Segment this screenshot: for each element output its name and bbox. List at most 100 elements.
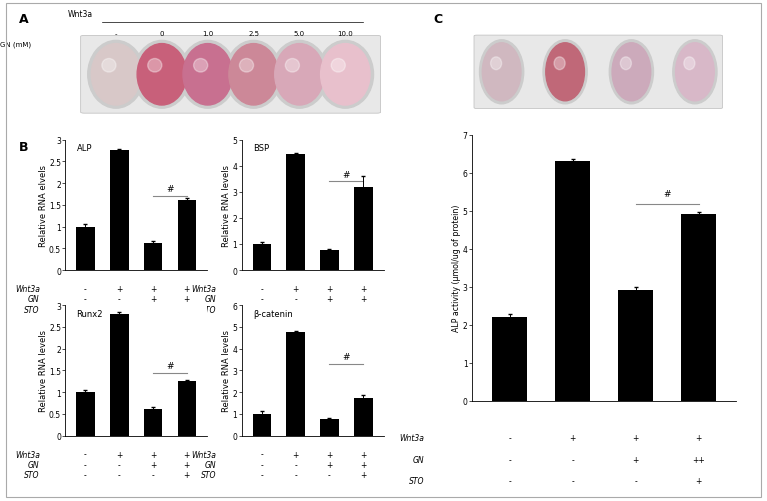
Text: -: - <box>328 470 331 479</box>
Text: -: - <box>118 295 120 304</box>
Bar <box>320 250 339 271</box>
Text: -: - <box>295 460 297 469</box>
Text: -: - <box>508 455 511 464</box>
Bar <box>252 414 272 436</box>
Ellipse shape <box>285 59 299 73</box>
Bar <box>76 392 95 436</box>
Text: 0: 0 <box>160 31 164 37</box>
Text: #: # <box>343 170 350 179</box>
Ellipse shape <box>137 45 186 106</box>
Text: +: + <box>150 460 156 469</box>
Bar <box>177 382 196 436</box>
Text: -: - <box>261 295 263 304</box>
Bar <box>354 187 373 271</box>
Text: STO: STO <box>200 305 216 314</box>
Ellipse shape <box>331 59 345 73</box>
Text: +: + <box>183 470 190 479</box>
Text: GN: GN <box>28 295 40 304</box>
Text: ALP: ALP <box>77 144 92 153</box>
Bar <box>555 162 590 401</box>
Text: #: # <box>343 353 350 362</box>
Ellipse shape <box>543 41 588 105</box>
Bar <box>286 155 305 271</box>
Text: +: + <box>183 460 190 469</box>
Ellipse shape <box>612 44 650 102</box>
Text: +: + <box>632 433 639 442</box>
Text: +: + <box>360 284 367 293</box>
Text: STO: STO <box>409 476 424 485</box>
Text: -: - <box>84 284 87 293</box>
Ellipse shape <box>183 45 232 106</box>
Text: +: + <box>632 455 639 464</box>
Text: -: - <box>84 449 87 458</box>
Bar <box>320 419 339 436</box>
Ellipse shape <box>621 58 631 71</box>
Ellipse shape <box>133 42 190 109</box>
Ellipse shape <box>479 41 524 105</box>
Text: Wnt3a: Wnt3a <box>68 10 94 19</box>
Ellipse shape <box>676 44 714 102</box>
Text: -: - <box>295 305 297 314</box>
Y-axis label: Relative RNA levels: Relative RNA levels <box>222 330 231 412</box>
Text: +: + <box>150 284 156 293</box>
Text: #: # <box>166 185 173 194</box>
Ellipse shape <box>91 45 140 106</box>
Ellipse shape <box>272 42 328 109</box>
Text: -: - <box>328 305 331 314</box>
Text: +: + <box>183 449 190 458</box>
Text: STO: STO <box>24 470 40 479</box>
Ellipse shape <box>148 59 162 73</box>
Text: +: + <box>183 295 190 304</box>
Text: 10.0: 10.0 <box>337 31 353 37</box>
Text: β-catenin: β-catenin <box>253 310 293 319</box>
Text: +: + <box>360 449 367 458</box>
Text: GN (mM): GN (mM) <box>0 41 31 48</box>
Text: +: + <box>326 284 333 293</box>
Bar <box>492 317 527 401</box>
Y-axis label: Relative RNA levels: Relative RNA levels <box>222 164 231 246</box>
Y-axis label: Relative RNA elvels: Relative RNA elvels <box>38 164 48 246</box>
Text: Wnt3a: Wnt3a <box>399 433 424 442</box>
Ellipse shape <box>239 59 254 73</box>
Text: -: - <box>508 476 511 485</box>
Text: BSP: BSP <box>253 144 269 153</box>
Text: +: + <box>326 449 333 458</box>
Text: +: + <box>116 449 123 458</box>
Text: +: + <box>183 305 190 314</box>
Ellipse shape <box>546 44 584 102</box>
Text: C: C <box>433 13 443 26</box>
Text: #: # <box>663 190 671 199</box>
Ellipse shape <box>482 44 521 102</box>
Text: -: - <box>571 455 574 464</box>
Text: +: + <box>696 476 702 485</box>
Text: Runx2: Runx2 <box>77 310 103 319</box>
Ellipse shape <box>673 41 717 105</box>
Text: #: # <box>166 362 173 371</box>
Bar <box>618 291 653 401</box>
Ellipse shape <box>317 42 374 109</box>
Y-axis label: Relative RNA levels: Relative RNA levels <box>38 330 48 412</box>
Ellipse shape <box>554 58 565 71</box>
Text: -: - <box>261 460 263 469</box>
Text: +: + <box>360 470 367 479</box>
Text: 5.0: 5.0 <box>294 31 305 37</box>
Bar <box>252 244 272 271</box>
Ellipse shape <box>275 45 324 106</box>
Text: -: - <box>508 433 511 442</box>
FancyBboxPatch shape <box>81 37 380 114</box>
Text: +: + <box>696 433 702 442</box>
Bar <box>286 333 305 436</box>
Bar <box>354 398 373 436</box>
Text: GN: GN <box>413 455 424 464</box>
Text: Wnt3a: Wnt3a <box>191 449 216 458</box>
Text: B: B <box>19 140 28 153</box>
Text: Wnt3a: Wnt3a <box>15 449 40 458</box>
Ellipse shape <box>609 41 653 105</box>
Text: +: + <box>360 460 367 469</box>
Text: +: + <box>150 449 156 458</box>
Text: +: + <box>183 284 190 293</box>
Bar <box>143 243 163 271</box>
FancyBboxPatch shape <box>474 36 723 109</box>
Text: ++: ++ <box>692 455 705 464</box>
Text: GN: GN <box>28 460 40 469</box>
